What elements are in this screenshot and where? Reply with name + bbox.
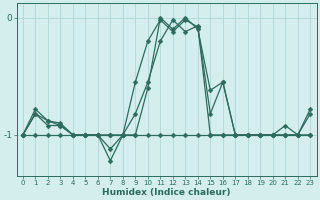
X-axis label: Humidex (Indice chaleur): Humidex (Indice chaleur) bbox=[102, 188, 231, 197]
